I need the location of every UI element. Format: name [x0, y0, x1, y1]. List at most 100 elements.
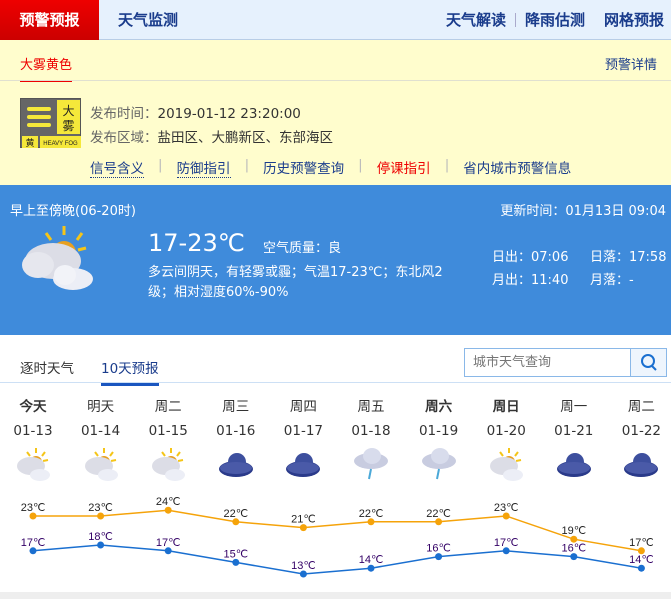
heavy-fog-yellow-icon: 大 雾 黄 HEAVY FOG: [20, 98, 81, 148]
high-temp-label: 22℃: [426, 508, 451, 520]
weekday: 周日: [492, 399, 520, 415]
high-temp-point: [367, 518, 375, 526]
low-temp-point: [637, 564, 645, 572]
link-class-suspension[interactable]: 停课指引: [376, 161, 431, 177]
forecast-day: 周二 01-22: [611, 395, 671, 485]
moonrise: 月出：11:40: [492, 273, 569, 288]
link-history-query[interactable]: 历史预警查询: [263, 161, 345, 177]
today-desc-2: 级；相对湿度60%-90%: [148, 285, 289, 300]
top-nav: 预警预报 天气监测 天气解读 降雨估测 网格预报: [0, 0, 671, 40]
warning-links: 信号含义 | 防御指引 | 历史预警查询 | 停课指引 | 省内城市预警信息: [90, 157, 572, 178]
cloudy-icon: [218, 453, 253, 477]
tab-hourly[interactable]: 逐时天气: [20, 361, 74, 377]
weekday: 周三: [222, 399, 250, 415]
date: 01-14: [80, 423, 121, 439]
low-temp-label: 18℃: [88, 531, 113, 543]
high-temp-label: 23℃: [494, 502, 519, 514]
date: 01-22: [621, 423, 661, 439]
low-temp-label: 15℃: [224, 548, 249, 560]
forecast-tabs: 逐时天气 10天预报: [0, 335, 671, 386]
forecast-day: 周四 01-17: [273, 395, 333, 485]
date: 01-21: [554, 423, 594, 439]
partly-cloudy-icon: [18, 223, 100, 299]
link-signal-meaning[interactable]: 信号含义: [90, 157, 144, 178]
rain-icon: [354, 448, 388, 480]
today-desc-1: 多云间阴天，有轻雾或霾；气温17-23℃；东北风2: [148, 265, 443, 280]
cloudy-icon: [556, 453, 591, 477]
partly-cloudy-icon: [490, 448, 524, 481]
low-temp-point: [299, 570, 307, 578]
link-defense-guide[interactable]: 防御指引: [176, 157, 231, 178]
svg-text:雾: 雾: [62, 119, 74, 133]
nav-rain-estimate[interactable]: 降雨估测: [525, 11, 586, 29]
low-temp-point: [29, 547, 37, 555]
warning-tab-fog-yellow[interactable]: 大雾黄色: [20, 54, 73, 82]
cloudy-icon: [624, 453, 659, 477]
date: 01-19: [418, 423, 459, 439]
warning-panel: 大雾黄色 预警详情 大 雾 黄 HEAVY FOG 发布时间：2019-01-1…: [0, 40, 671, 185]
search-icon: [641, 354, 657, 371]
forecast-day: 明天 01-14: [71, 395, 131, 485]
weekday: 周五: [357, 399, 385, 415]
partly-cloudy-icon: [152, 448, 186, 481]
high-temp-point: [637, 547, 645, 555]
high-temp-point: [570, 535, 578, 543]
high-temp-point: [232, 518, 240, 526]
air-quality: 空气质量：良: [263, 241, 342, 256]
nav-warning-forecast[interactable]: 预警预报: [0, 0, 99, 40]
update-time: 更新时间：01月13日 09:04: [500, 204, 666, 219]
forecast-day: 周二 01-15: [138, 395, 198, 485]
city-search-input[interactable]: [465, 349, 631, 376]
forecast-day: 周一 01-21: [544, 395, 604, 485]
footer-bar: [0, 592, 671, 599]
cloudy-icon: [286, 453, 321, 477]
date: 01-15: [148, 423, 188, 439]
low-temp-label: 13℃: [291, 560, 316, 572]
high-temp-label: 21℃: [291, 514, 316, 526]
moonset: 月落：-: [590, 273, 634, 288]
forecast-day: 周五 01-18: [341, 395, 401, 485]
low-temp-label: 14℃: [629, 554, 654, 566]
high-temp-point: [435, 518, 443, 526]
high-temp-label: 23℃: [88, 502, 113, 514]
ten-day-forecast: 23℃ 23℃ 24℃ 22℃ 21℃ 22℃ 22℃ 23℃ 19℃ 17℃ 17℃ 18℃ 17℃ 1…: [0, 383, 671, 592]
search-button[interactable]: [630, 349, 666, 376]
low-temp-point: [570, 553, 578, 561]
forecast-day: 今天 01-13: [3, 395, 63, 485]
date: 01-18: [351, 423, 391, 439]
sunrise: 日出：07:06: [492, 250, 569, 265]
low-temp-point: [164, 547, 172, 555]
svg-text:黄: 黄: [25, 137, 34, 148]
low-temp-label: 16℃: [562, 543, 587, 555]
tab-10-day[interactable]: 10天预报: [101, 357, 159, 386]
divider: [0, 80, 671, 81]
forecast-day: 周三 01-16: [206, 395, 266, 485]
low-temp-label: 14℃: [359, 554, 384, 566]
issue-time: 发布时间：2019-01-12 23:20:00: [90, 106, 301, 122]
high-temp-label: 24℃: [156, 496, 181, 508]
low-temp-point: [502, 547, 510, 555]
date: 01-17: [283, 423, 323, 439]
high-temp-point: [502, 512, 510, 520]
date: 01-20: [486, 423, 526, 439]
high-temp-line: [33, 509, 642, 552]
link-province-warnings[interactable]: 省内城市预警信息: [463, 161, 572, 177]
nav-weather-interpret[interactable]: 天气解读: [446, 11, 507, 29]
low-temp-point: [97, 541, 105, 549]
low-temp-point: [435, 553, 443, 561]
low-temp-label: 17℃: [494, 537, 519, 549]
issue-area: 发布区域：盐田区、大鹏新区、东部海区: [90, 130, 333, 146]
date: 01-16: [216, 423, 256, 439]
nav-weather-monitor[interactable]: 天气监测: [118, 11, 179, 29]
weekday: 周二: [154, 399, 182, 415]
high-temp-point: [164, 506, 172, 514]
weekday: 周二: [627, 399, 655, 415]
sunset: 日落：17:58: [590, 250, 667, 265]
nav-grid-forecast[interactable]: 网格预报: [604, 11, 665, 29]
high-temp-point: [29, 512, 37, 520]
weekday: 周六: [425, 399, 453, 415]
high-temp-label: 19℃: [562, 525, 587, 537]
warning-detail-link[interactable]: 预警详情: [604, 58, 657, 73]
forecast-day: 周日 01-20: [476, 395, 536, 485]
city-search: [464, 348, 667, 377]
